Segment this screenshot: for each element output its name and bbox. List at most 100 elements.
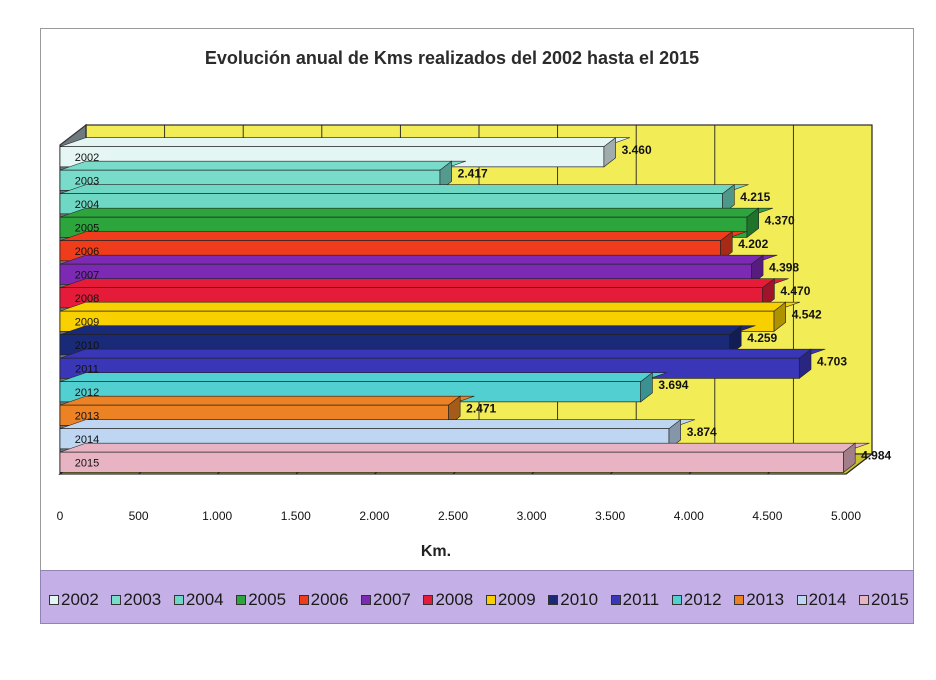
bar-end	[720, 231, 733, 262]
legend-item: 2008	[423, 590, 473, 610]
floor-gridline	[845, 453, 873, 475]
value-label: 4.703	[817, 354, 847, 368]
category-label: 2015	[75, 457, 99, 469]
category-label: 2006	[75, 246, 99, 258]
legend-swatch	[796, 595, 807, 605]
legend-label: 2002	[61, 590, 99, 609]
x-tick-label: 5.000	[831, 509, 861, 523]
legend-swatch	[610, 595, 621, 605]
category-label: 2012	[75, 387, 99, 399]
bar-end	[603, 137, 616, 168]
value-label: 3.694	[658, 378, 688, 392]
category-label: 2002	[75, 152, 99, 164]
legend-swatch	[173, 595, 184, 605]
chart-title: Evolución anual de Kms realizados del 20…	[204, 48, 700, 68]
legend-item: 2013	[734, 590, 784, 610]
legend-swatch	[298, 595, 309, 605]
category-label: 2011	[75, 363, 99, 375]
value-label: 4.984	[861, 448, 891, 462]
category-label: 2007	[75, 269, 99, 281]
legend-item: 2004	[173, 590, 224, 610]
bar-top	[59, 184, 749, 194]
category-label-box	[63, 337, 111, 352]
x-tick-label: 3.500	[595, 509, 625, 523]
legend-swatch	[361, 595, 372, 605]
legend-label: 2005	[248, 590, 287, 609]
bar-top	[59, 419, 696, 429]
category-label-box	[63, 220, 111, 235]
category-label-box	[63, 455, 111, 470]
bar-top	[59, 137, 631, 147]
value-label: 3.460	[622, 143, 652, 157]
legend-swatch	[49, 595, 59, 605]
legend-label: 2010	[560, 590, 599, 609]
legend-label: 2009	[497, 590, 536, 609]
category-label: 2003	[75, 175, 99, 187]
legend-label: 2006	[310, 590, 349, 609]
bars-group: 2002 3.460 2003 2.417 2004 4.215 2005 4.370 2006…	[59, 137, 892, 473]
legend-label: 2014	[808, 590, 847, 609]
legend-swatch	[485, 595, 496, 605]
legend-swatch	[734, 595, 745, 605]
category-label: 2008	[75, 293, 99, 305]
legend-label: 2004	[185, 590, 224, 609]
x-tick-label: 4.000	[674, 509, 704, 523]
bar-top	[59, 395, 475, 406]
bar-top	[59, 372, 667, 382]
bar-end	[799, 348, 812, 379]
legend-item: 2003	[111, 590, 161, 610]
legend-swatch	[548, 595, 559, 605]
value-label: 2.417	[458, 166, 488, 180]
bar-end	[762, 278, 775, 309]
value-label: 4.202	[738, 237, 768, 251]
legend-swatch	[111, 595, 122, 605]
bar-top	[59, 278, 789, 288]
category-label-box	[63, 196, 111, 211]
x-axis-title: Km.	[421, 543, 451, 560]
value-label: 3.874	[687, 425, 717, 439]
legend-item: 2015	[859, 590, 909, 610]
category-label-box	[63, 290, 111, 305]
category-label: 2010	[75, 340, 99, 352]
x-tick-label: 500	[129, 509, 149, 523]
category-label: 2004	[75, 199, 99, 211]
category-label-box	[63, 173, 111, 188]
legend-swatch	[859, 595, 870, 605]
value-label: 2.471	[466, 401, 496, 415]
legend-label: 2003	[123, 590, 162, 609]
bar: 2015 4.984	[59, 442, 892, 473]
value-label: 4.259	[747, 331, 777, 345]
legend-item: 2010	[548, 590, 598, 610]
bar-end	[751, 254, 764, 285]
bar-end	[746, 207, 759, 238]
legend-label: 2008	[435, 590, 474, 609]
legend-item: 2012	[671, 590, 722, 610]
x-tick-label: 2.000	[359, 509, 389, 523]
bar: 2012 3.694	[59, 372, 689, 403]
legend-item: 2006	[298, 590, 349, 610]
category-label: 2013	[75, 410, 99, 422]
category-label-box	[63, 408, 111, 423]
legend-item: 2014	[796, 590, 847, 610]
category-label: 2005	[75, 222, 99, 234]
legend-item: 2011	[610, 590, 660, 610]
bar-top	[59, 231, 747, 241]
bar-end	[722, 184, 735, 215]
value-label: 4.470	[780, 284, 810, 298]
legend: 2002 2003 2004 2005 2006 2007 2008 2009 2010 2011…	[40, 570, 914, 624]
category-label-box	[63, 314, 111, 329]
legend-item: 2002	[49, 590, 99, 610]
legend-label: 2011	[622, 590, 660, 609]
x-tick-label: 3.000	[517, 509, 547, 523]
legend-swatch	[423, 595, 434, 605]
bar-end	[729, 325, 742, 356]
legend-swatch	[236, 595, 247, 605]
legend-swatch	[671, 595, 682, 605]
bar-top	[59, 301, 801, 312]
category-label: 2009	[75, 316, 99, 328]
bar-end	[439, 160, 452, 191]
legend-item: 2005	[236, 590, 286, 610]
bar-top	[59, 348, 826, 359]
category-label-box	[63, 243, 111, 258]
